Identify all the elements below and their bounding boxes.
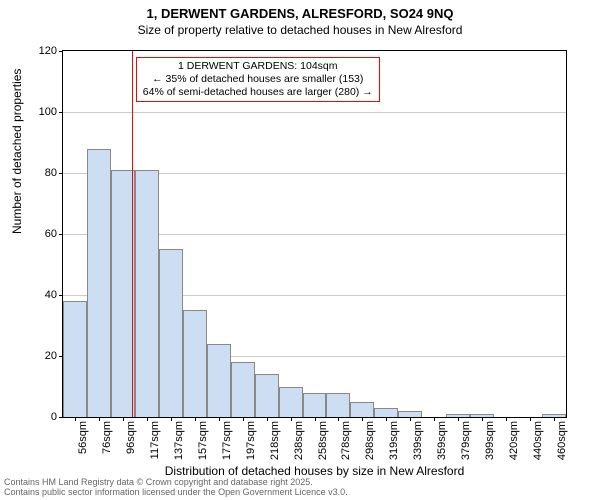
- histogram-bar: [87, 149, 111, 417]
- ytick-mark: [59, 417, 63, 418]
- xtick-mark: [195, 417, 196, 421]
- xtick-label: 218sqm: [269, 421, 281, 460]
- callout-line: 1 DERWENT GARDENS: 104sqm: [143, 60, 373, 73]
- xtick-mark: [243, 417, 244, 421]
- histogram-bar: [303, 393, 327, 417]
- callout-line: 64% of semi-detached houses are larger (…: [143, 86, 373, 99]
- xtick-label: 278sqm: [340, 421, 352, 460]
- histogram-bar: [350, 402, 374, 417]
- histogram-bar: [279, 387, 303, 418]
- ytick-mark: [59, 234, 63, 235]
- xtick-mark: [123, 417, 124, 421]
- histogram-bar: [207, 344, 231, 417]
- y-axis-label: Number of detached properties: [10, 69, 24, 234]
- xtick-label: 238sqm: [293, 421, 305, 460]
- histogram-plot: 02040608010012056sqm76sqm96sqm117sqm137s…: [62, 50, 567, 418]
- xtick-label: 56sqm: [77, 421, 89, 454]
- xtick-label: 460sqm: [556, 421, 568, 460]
- xtick-mark: [482, 417, 483, 421]
- ytick-mark: [59, 112, 63, 113]
- xtick-label: 258sqm: [317, 421, 329, 460]
- property-callout: 1 DERWENT GARDENS: 104sqm← 35% of detach…: [136, 57, 380, 102]
- footer-line-2: Contains public sector information licen…: [4, 488, 348, 498]
- ytick-label: 100: [27, 106, 57, 118]
- xtick-mark: [530, 417, 531, 421]
- histogram-bar: [374, 408, 398, 417]
- xtick-label: 157sqm: [197, 421, 209, 460]
- xtick-label: 177sqm: [221, 421, 233, 460]
- ytick-label: 60: [27, 228, 57, 240]
- callout-line: ← 35% of detached houses are smaller (15…: [143, 73, 373, 86]
- xtick-mark: [219, 417, 220, 421]
- ytick-mark: [59, 295, 63, 296]
- xtick-label: 440sqm: [532, 421, 544, 460]
- xtick-mark: [171, 417, 172, 421]
- xtick-label: 319sqm: [388, 421, 400, 460]
- histogram-bar: [63, 301, 87, 417]
- xtick-label: 339sqm: [412, 421, 424, 460]
- ytick-label: 40: [27, 289, 57, 301]
- chart-subtitle: Size of property relative to detached ho…: [0, 23, 600, 37]
- ytick-mark: [59, 173, 63, 174]
- xtick-label: 379sqm: [460, 421, 472, 460]
- xtick-mark: [267, 417, 268, 421]
- xtick-label: 197sqm: [245, 421, 257, 460]
- attribution-footer: Contains HM Land Registry data © Crown c…: [4, 478, 348, 498]
- xtick-label: 420sqm: [508, 421, 520, 460]
- histogram-bar: [183, 310, 207, 417]
- x-axis-label: Distribution of detached houses by size …: [62, 464, 567, 478]
- xtick-mark: [75, 417, 76, 421]
- property-marker-line: [132, 51, 133, 417]
- xtick-mark: [506, 417, 507, 421]
- histogram-bar: [326, 393, 350, 417]
- xtick-mark: [554, 417, 555, 421]
- ytick-label: 120: [27, 45, 57, 57]
- xtick-mark: [291, 417, 292, 421]
- histogram-bar: [255, 374, 279, 417]
- histogram-bar: [135, 170, 159, 417]
- xtick-label: 137sqm: [173, 421, 185, 460]
- xtick-label: 96sqm: [125, 421, 137, 454]
- ytick-label: 80: [27, 167, 57, 179]
- xtick-label: 399sqm: [484, 421, 496, 460]
- xtick-label: 298sqm: [364, 421, 376, 460]
- histogram-bar: [159, 249, 183, 417]
- xtick-label: 76sqm: [101, 421, 113, 454]
- histogram-bar: [231, 362, 255, 417]
- chart-title: 1, DERWENT GARDENS, ALRESFORD, SO24 9NQ: [0, 6, 600, 21]
- xtick-label: 117sqm: [149, 421, 161, 459]
- ytick-label: 20: [27, 350, 57, 362]
- xtick-mark: [99, 417, 100, 421]
- gridline: [63, 112, 566, 113]
- xtick-mark: [147, 417, 148, 421]
- ytick-mark: [59, 51, 63, 52]
- xtick-label: 359sqm: [436, 421, 448, 460]
- ytick-label: 0: [27, 411, 57, 423]
- xtick-mark: [315, 417, 316, 421]
